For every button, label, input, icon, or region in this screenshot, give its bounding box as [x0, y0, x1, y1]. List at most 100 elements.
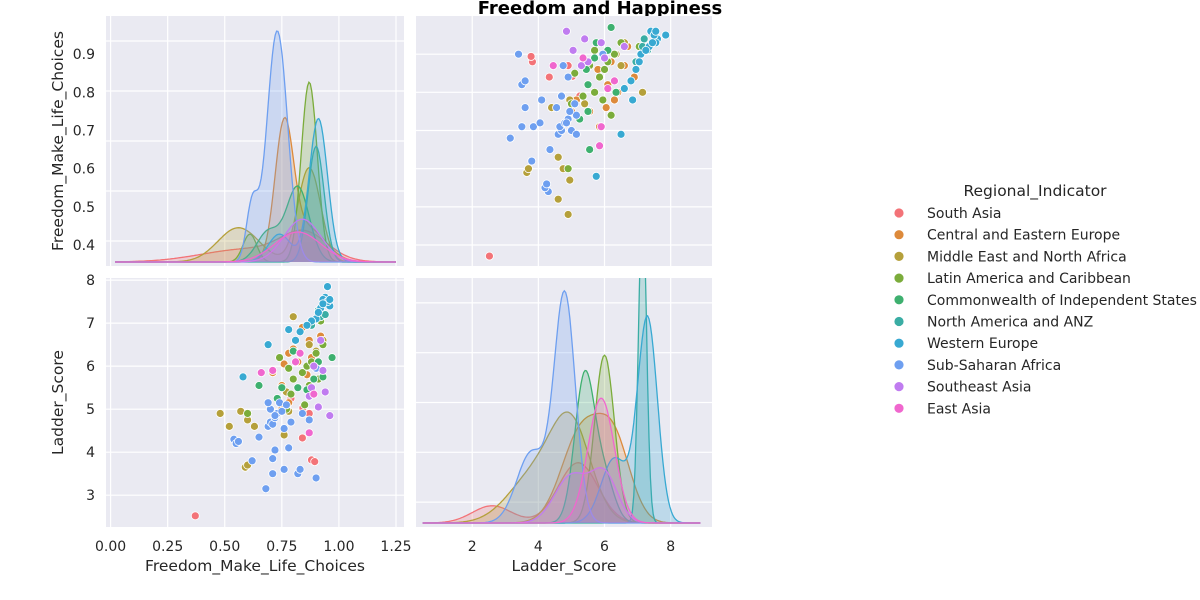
scatter-point-sub-saharan-africa: [517, 122, 527, 132]
legend-label: Western Europe: [927, 336, 1038, 352]
scatter-point-southeast-asia: [568, 45, 578, 55]
scatter-point-middle-east-and-north-africa: [580, 99, 590, 109]
y-tick-label: 0.7: [73, 124, 95, 140]
scatter-point-western-europe: [318, 299, 328, 309]
scatter-point-western-europe: [291, 335, 300, 345]
legend-item-south-asia: South Asia: [893, 206, 1001, 222]
scatter-point-western-europe: [651, 26, 661, 36]
scatter-point-sub-saharan-africa: [270, 411, 280, 421]
scatter-point-latin-america-and-caribbean: [275, 353, 284, 362]
scatter-point-sub-saharan-africa: [234, 437, 243, 446]
x-tick-label: 0.50: [209, 539, 240, 555]
scatter-point-latin-america-and-caribbean: [600, 65, 609, 74]
scatter-point-latin-america-and-caribbean: [286, 389, 296, 399]
panel-ladder-score-vs-ladder-score: 2 4 6 8: [416, 278, 712, 555]
legend-label: North America and ANZ: [927, 315, 1093, 331]
scatter-point-western-europe: [238, 372, 248, 382]
scatter-point-latin-america-and-caribbean: [288, 374, 298, 384]
legend-marker: [893, 359, 905, 371]
y-tick-label: 8: [86, 273, 95, 289]
legend-marker: [893, 294, 905, 306]
scatter-point-latin-america-and-caribbean: [563, 164, 573, 174]
scatter-point-sub-saharan-africa: [277, 406, 287, 416]
panel-background: [106, 278, 404, 527]
chart-title: Freedom and Happiness: [478, 0, 722, 19]
y-tick-label: 0.4: [73, 238, 95, 254]
scatter-point-sub-saharan-africa: [279, 464, 289, 474]
scatter-point-middle-east-and-north-africa: [553, 194, 563, 204]
scatter-point-sub-saharan-africa: [570, 99, 580, 109]
x-axis-label-freedom-make-life-choices: Freedom_Make_Life_Choices: [145, 557, 365, 576]
scatter-point-commonwealth-of-independent-states: [583, 80, 593, 90]
scatter-point-middle-east-and-north-africa: [288, 312, 298, 322]
scatter-point-commonwealth-of-independent-states: [590, 53, 599, 63]
scatter-point-south-asia: [544, 72, 554, 82]
legend-item-north-america-and-anz: North America and ANZ: [893, 315, 1093, 331]
kde-line-east-asia: [115, 231, 396, 263]
legend-marker: [893, 402, 905, 414]
y-tick-label: 5: [86, 402, 95, 418]
scatter-point-sub-saharan-africa: [268, 469, 278, 479]
scatter-point-sub-saharan-africa: [254, 432, 264, 442]
y-tick-label: 0.6: [73, 162, 95, 178]
scatter-point-sub-saharan-africa: [535, 118, 545, 128]
scatter-point-commonwealth-of-independent-states: [583, 107, 593, 116]
scatter-point-sub-saharan-africa: [268, 454, 278, 464]
kde-line-south-asia: [115, 229, 396, 263]
scatter-point-sub-saharan-africa: [565, 107, 575, 116]
x-tick-label: 2: [468, 539, 477, 555]
legend-item-middle-east-and-north-africa: Middle East and North Africa: [893, 249, 1127, 265]
x-tick-label: 6: [600, 539, 609, 555]
scatter-point-western-europe: [619, 84, 629, 93]
scatter-point-western-europe: [648, 38, 657, 48]
scatter-point-sub-saharan-africa: [286, 417, 296, 427]
scatter-point-sub-saharan-africa: [263, 398, 273, 408]
y-tick-label: 3: [86, 488, 95, 504]
scatter-point-sub-saharan-africa: [295, 464, 305, 474]
scatter-point-commonwealth-of-independent-states: [254, 381, 264, 390]
scatter-point-western-europe: [631, 65, 641, 74]
scatter-point-latin-america-and-caribbean: [595, 72, 604, 82]
x-tick-label: 4: [534, 539, 543, 555]
scatter-point-sub-saharan-africa: [545, 145, 555, 154]
x-tick-label: 0.25: [152, 539, 183, 555]
x-axis-label-ladder-score: Ladder_Score: [512, 557, 617, 576]
legend-item-east-asia: East Asia: [893, 401, 991, 417]
kde-fill-southeast-asia: [115, 219, 396, 262]
panel-freedom-make-life-choices-vs-freedom-make-life-choices: 0.4 0.5 0.6 0.7 0.8 0.9: [73, 16, 404, 266]
scatter-point-sub-saharan-africa: [572, 129, 581, 139]
scatter-point-middle-east-and-north-africa: [304, 340, 314, 350]
scatter-point-latin-america-and-caribbean: [598, 95, 608, 105]
x-tick-label: 1.25: [380, 539, 411, 555]
scatter-point-south-asia: [190, 511, 200, 521]
scatter-point-sub-saharan-africa: [520, 76, 530, 86]
legend-label: Sub-Saharan Africa: [927, 358, 1061, 374]
legend-marker: [893, 337, 905, 349]
kde-curves: [115, 30, 396, 263]
legend-label: Commonwealth of Independent States: [927, 293, 1197, 309]
scatter-point-commonwealth-of-independent-states: [293, 383, 303, 393]
scatter-point-latin-america-and-caribbean: [606, 110, 616, 120]
legend-item-sub-saharan-africa: Sub-Saharan Africa: [893, 358, 1061, 374]
scatter-point-southeast-asia: [325, 411, 335, 421]
scatter-point-western-europe: [323, 282, 332, 292]
scatter-point-southeast-asia: [316, 335, 326, 345]
scatter-point-western-europe: [313, 308, 323, 317]
scatter-point-east-asia: [548, 61, 558, 71]
scatter-point-sub-saharan-africa: [542, 179, 552, 189]
scatter-point-latin-america-and-caribbean: [297, 368, 307, 378]
scatter-point-middle-east-and-north-africa: [215, 409, 225, 418]
legend-item-southeast-asia: Southeast Asia: [893, 380, 1031, 396]
scatter-point-east-asia: [578, 53, 588, 63]
y-tick-label: 6: [86, 359, 95, 375]
scatter-point-south-asia: [297, 433, 307, 443]
y-tick-label: 7: [86, 316, 95, 332]
scatter-point-sub-saharan-africa: [270, 445, 280, 455]
scatter-point-south-asia: [526, 52, 536, 61]
scatter-point-southeast-asia: [320, 387, 330, 397]
scatter-point-east-asia: [603, 84, 613, 93]
scatter-point-commonwealth-of-independent-states: [606, 23, 616, 32]
y-tick-label: 0.5: [73, 200, 95, 216]
panel-freedom-make-life-choices-vs-ladder-score: [416, 16, 712, 266]
legend-item-central-and-eastern-europe: Central and Eastern Europe: [893, 228, 1120, 244]
